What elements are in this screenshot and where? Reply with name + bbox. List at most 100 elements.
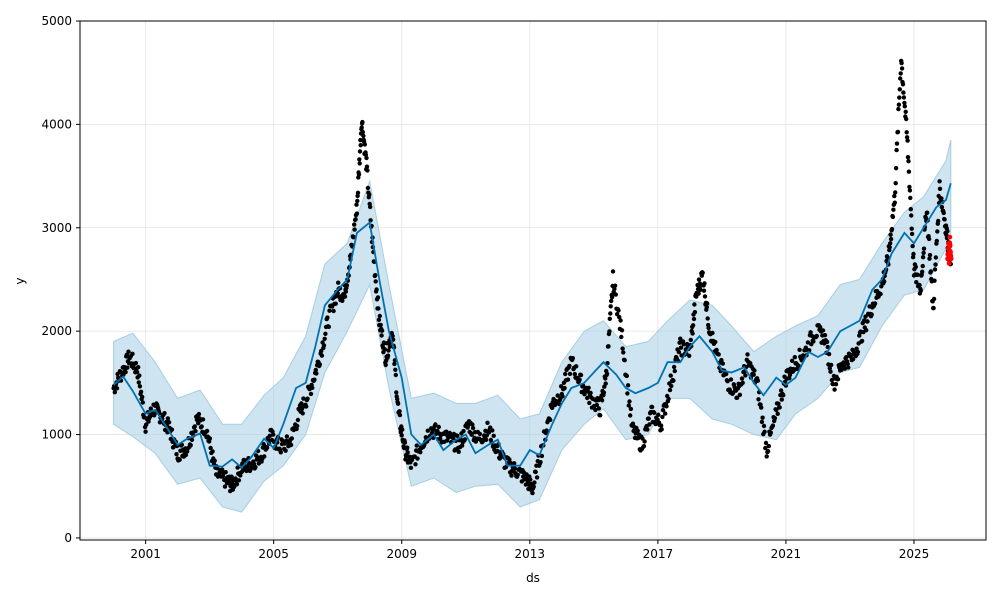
observed-point — [143, 429, 148, 434]
observed-point — [368, 204, 373, 210]
observed-point — [907, 184, 912, 190]
observed-point — [842, 366, 848, 371]
observed-point — [824, 339, 830, 345]
observed-point — [397, 409, 402, 414]
observed-point — [364, 164, 370, 169]
observed-point — [495, 449, 500, 454]
observed-point — [944, 232, 949, 237]
observed-point — [327, 308, 332, 313]
observed-point — [770, 423, 776, 428]
observed-point — [310, 385, 315, 390]
observed-point — [898, 71, 903, 76]
observed-point — [828, 369, 833, 374]
observed-point — [933, 255, 939, 260]
observed-point — [386, 348, 391, 353]
observed-point — [890, 214, 896, 220]
observed-point — [759, 419, 765, 425]
observed-point — [897, 87, 902, 92]
observed-point — [236, 478, 242, 483]
observed-point — [893, 181, 898, 186]
observed-point — [134, 369, 140, 375]
observed-point — [789, 358, 795, 363]
observed-point — [512, 461, 517, 466]
observed-point — [627, 399, 632, 404]
observed-point — [660, 408, 666, 413]
x-axis-ticks: 2001 2005 2009 2013 2017 2021 2025 — [130, 540, 929, 561]
observed-point — [563, 371, 568, 377]
observed-point — [865, 319, 870, 324]
observed-point — [772, 416, 778, 421]
observed-point — [207, 436, 213, 441]
observed-point — [567, 371, 573, 377]
observed-point — [909, 231, 915, 237]
observed-point — [743, 373, 748, 378]
observed-point — [676, 349, 682, 355]
observed-point — [376, 317, 382, 322]
observed-point — [725, 379, 730, 384]
observed-point — [671, 378, 676, 383]
observed-point — [321, 343, 327, 348]
observed-point — [137, 373, 142, 378]
observed-point — [601, 390, 607, 395]
observed-point — [658, 423, 664, 428]
observed-point — [678, 336, 683, 341]
observed-point — [373, 279, 378, 284]
observed-point — [438, 436, 443, 441]
observed-point — [755, 378, 760, 383]
observed-point — [752, 368, 757, 373]
observed-point — [618, 318, 623, 323]
observed-point — [710, 330, 715, 336]
observed-point — [300, 411, 305, 416]
observed-point — [544, 428, 549, 433]
observed-point — [864, 328, 869, 333]
observed-point — [375, 295, 381, 300]
observed-point — [941, 210, 946, 216]
observed-point — [534, 475, 540, 480]
observed-point — [667, 387, 673, 393]
observed-point — [610, 269, 616, 274]
observed-point — [308, 391, 314, 397]
observed-point — [323, 331, 328, 336]
observed-point — [593, 407, 598, 413]
observed-point — [900, 82, 906, 87]
observed-point — [183, 452, 189, 458]
observed-point — [882, 279, 887, 284]
observed-point — [606, 344, 611, 349]
observed-point — [906, 169, 912, 174]
observed-point — [565, 377, 571, 382]
observed-point — [894, 147, 899, 153]
observed-point — [624, 373, 629, 379]
observed-point — [792, 355, 797, 360]
observed-point — [405, 445, 410, 450]
observed-point — [820, 328, 826, 333]
observed-point — [603, 381, 608, 386]
observed-point — [368, 218, 373, 223]
observed-point — [278, 450, 283, 455]
observed-point — [577, 377, 582, 382]
observed-point — [942, 217, 947, 222]
observed-point — [123, 370, 128, 375]
holdout-points — [945, 234, 954, 266]
observed-point — [461, 428, 466, 434]
observed-point — [325, 315, 330, 320]
observed-point — [893, 166, 899, 171]
observed-point — [931, 296, 937, 302]
observed-point — [399, 433, 404, 438]
observed-point — [284, 434, 290, 439]
observed-point — [705, 316, 710, 321]
observed-point — [690, 323, 696, 328]
observed-point — [826, 351, 832, 357]
observed-point — [927, 256, 932, 261]
observed-point — [405, 450, 410, 455]
observed-point — [253, 465, 258, 470]
observed-point — [144, 422, 149, 427]
observed-point — [387, 344, 393, 349]
observed-point — [936, 218, 941, 224]
y-tick-label: 1000 — [41, 428, 72, 442]
observed-point — [696, 291, 701, 296]
observed-point — [365, 185, 371, 191]
observed-point — [352, 227, 357, 232]
observed-point — [688, 337, 693, 343]
observed-point — [585, 395, 590, 401]
observed-point — [385, 353, 391, 358]
